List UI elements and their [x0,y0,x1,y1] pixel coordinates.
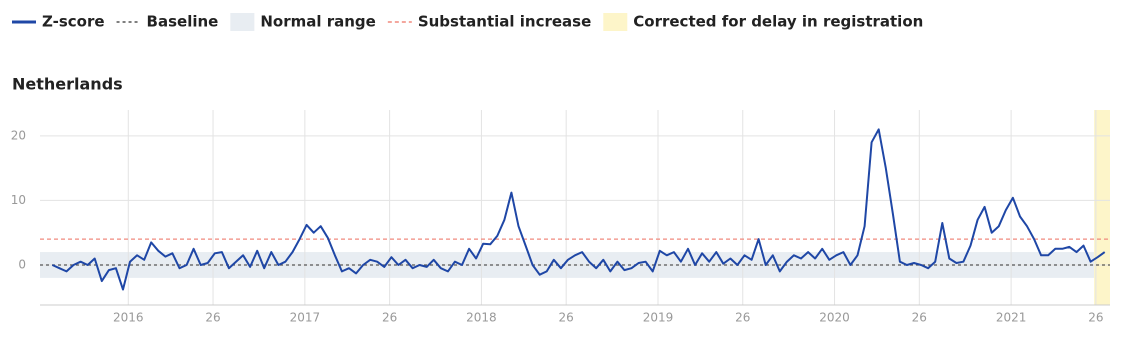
legend-label: Baseline [147,13,219,31]
y-tick-label: 10 [11,193,26,207]
legend-symbol [603,13,628,31]
x-tick-label: 2019 [643,311,674,325]
x-tick-label: 26 [1088,311,1103,325]
legend-label: Corrected for delay in registration [633,13,923,31]
x-tick-label: 26 [559,311,574,325]
z-score-line [51,128,1106,291]
y-tick-label: 0 [18,257,26,271]
legend-label: Normal range [260,13,375,31]
x-tick-label: 2016 [113,311,144,325]
correction-band [1094,110,1110,305]
x-tick-label: 2018 [466,311,497,325]
legend-label: Substantial increase [418,13,591,31]
x-tick-label: 2020 [819,311,850,325]
x-tick-label: 2021 [996,311,1027,325]
legend: Z-score Baseline Normal range Substantial i… [12,13,923,31]
chart-title: Netherlands [12,75,123,94]
x-tick-label: 26 [205,311,220,325]
x-tick-label: 26 [382,311,397,325]
y-tick-label: 20 [11,128,26,142]
x-tick-label: 26 [735,311,750,325]
legend-symbol [230,13,255,31]
x-tick-label: 26 [912,311,927,325]
x-tick-label: 2017 [290,311,321,325]
legend-label: Z-score [42,13,105,31]
